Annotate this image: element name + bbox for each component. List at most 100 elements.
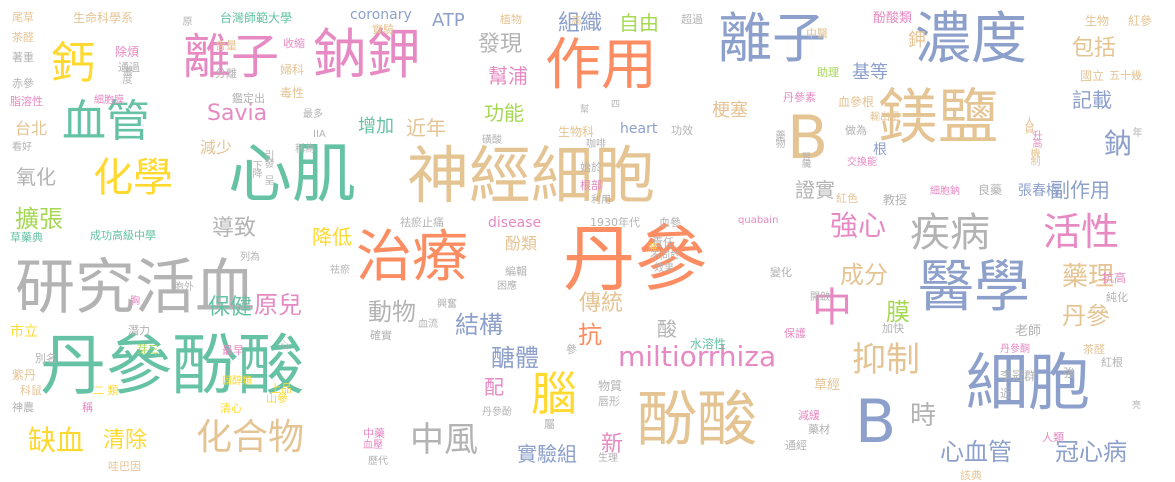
cloud-word-128: 抗高 [1102,271,1127,285]
cloud-word-vertical-12: 機制 [1028,148,1039,164]
cloud-word-84: 著重 [12,51,34,64]
cloud-word-44: 抗 [578,321,602,349]
cloud-word-134: 紅根 [1101,356,1123,369]
cloud-word-10: 濃度 [915,7,1027,72]
cloud-word-74: 生物科 [558,125,595,139]
cloud-word-142: 藥材 [808,423,830,436]
cloud-word-93: 收縮 [283,37,305,50]
cloud-word-11: 離子 [718,7,826,70]
cloud-word-vertical-15: 浦 [646,242,656,249]
cloud-word-32: 藥理 [1062,262,1115,292]
cloud-word-111: 細胞鈉 [930,186,960,197]
cloud-word-59: 發現 [478,32,523,57]
cloud-word-120: 助理 [817,66,839,79]
cloud-word-40: 動物 [368,298,416,326]
cloud-word-vertical-3: 幫 [578,104,588,111]
cloud-word-41: 結構 [455,311,503,339]
cloud-word-6: 酚酸 [637,385,757,455]
cloud-word-67: 包括 [1072,36,1117,61]
cloud-word-180: 祛瘀 [330,265,350,276]
cloud-word-72: 酚類 [505,234,538,253]
cloud-word-90: 通過 [118,61,140,74]
cloud-word-70: 副作用 [1050,178,1110,202]
cloud-word-8: 治療 [356,225,468,290]
cloud-word-26: 疾病 [910,210,990,256]
cloud-word-88: 細胞膜 [94,95,124,106]
cloud-word-106: 根部 [580,179,602,192]
cloud-word-126: 生物 [1085,14,1110,28]
cloud-word-109: quabain [738,215,779,226]
cloud-word-vertical-7: 呈 [262,175,273,183]
cloud-word-75: disease [488,215,542,231]
cloud-word-28: 抑制 [852,340,920,380]
cloud-word-36: 冠心病 [1055,438,1127,466]
cloud-word-16: 化學 [93,155,173,201]
cloud-word-143: 通經 [785,439,807,452]
cloud-word-20: 中風 [410,420,478,460]
cloud-word-71: 證實 [795,178,835,202]
cloud-word-94: 婦科 [280,63,305,77]
cloud-word-77: 市立 [10,324,38,340]
cloud-word-116: 做為 [845,124,867,137]
cloud-word-vertical-16: 亮 [1130,400,1140,407]
cloud-word-18: B [787,103,829,173]
cloud-word-103: 磺酸 [482,135,502,146]
cloud-word-91: 分離 [215,67,237,80]
cloud-word-79: 成功高級中學 [90,229,156,242]
cloud-word-46: 新 [601,432,624,457]
cloud-word-vertical-9: 藥物 [773,130,784,146]
cloud-word-92: 含量 [215,39,237,52]
cloud-word-154: 確實 [370,329,392,342]
cloud-word-160: 屬 [544,418,555,431]
cloud-word-174: 紫丹 [12,368,37,382]
cloud-word-57: 功能 [484,101,524,125]
cloud-word-102: 祛瘀止痛 [400,216,444,229]
cloud-word-118: 輸出量 [870,112,900,123]
cloud-word-151: 編輯 [505,265,527,278]
cloud-word-167: 上品 [270,382,292,395]
cloud-word-81: 生命科學系 [73,11,134,25]
cloud-word-34: 膜 [886,298,910,326]
cloud-word-50: 導致 [212,216,257,241]
cloud-word-104: 功效 [671,124,693,137]
cloud-word-172: 芽三 [137,343,159,356]
cloud-word-119: 丹參素 [783,91,816,104]
cloud-word-175: 科鼠 [20,384,42,397]
cloud-word-23: 清除 [103,428,148,453]
cloud-word-vertical-8: 腎臟 [800,152,810,166]
cloud-word-139: 水溶性 [690,337,727,351]
cloud-word-55: 增加 [358,116,394,137]
cloud-word-129: 純化 [1106,291,1128,304]
cloud-word-179: 哇巴因 [108,460,141,473]
cloud-word-9: 鎂鹽 [878,83,998,153]
cloud-word-39: 原兒 [254,291,302,319]
cloud-word-133: 李冠群 [1000,369,1037,383]
cloud-word-108: 咖啡 [586,139,606,150]
cloud-word-vertical-2: 四 [609,99,619,106]
cloud-word-115: 交換能 [847,157,877,168]
cloud-word-vertical-6: 引發 [262,150,273,166]
cloud-word-vertical-1: 原 [180,16,191,24]
cloud-word-114: 紅色 [836,192,858,205]
cloud-word-42: 醣體 [491,344,539,372]
cloud-word-164: 生理 [598,453,618,464]
cloud-word-159: 丹參酚 [482,407,512,418]
cloud-word-1: 丹參酚酸 [40,327,304,404]
cloud-word-13: 鈉鉀 [313,23,421,86]
cloud-word-62: ATP [432,10,465,31]
cloud-word-17: 鈣 [51,38,95,89]
cloud-word-37: 時 [910,401,937,431]
cloud-word-171: 潛力 [128,324,150,337]
cloud-word-33: 丹參 [1062,302,1110,330]
cloud-word-21: 化合物 [196,417,305,458]
cloud-word-141: 減緩 [798,409,820,422]
cloud-word-100: 1930年代 [590,216,640,229]
cloud-word-110: 教授 [883,193,908,207]
cloud-word-124: 國立 [1080,69,1105,83]
cloud-word-170: 最早 [222,344,244,357]
cloud-word-95: 毒性 [280,86,305,100]
cloud-word-vertical-0: 高 [569,15,580,23]
cloud-word-185: 實驗 [372,23,394,36]
cloud-word-4: 研究活血 [15,253,255,323]
cloud-word-155: 血流 [418,319,438,330]
